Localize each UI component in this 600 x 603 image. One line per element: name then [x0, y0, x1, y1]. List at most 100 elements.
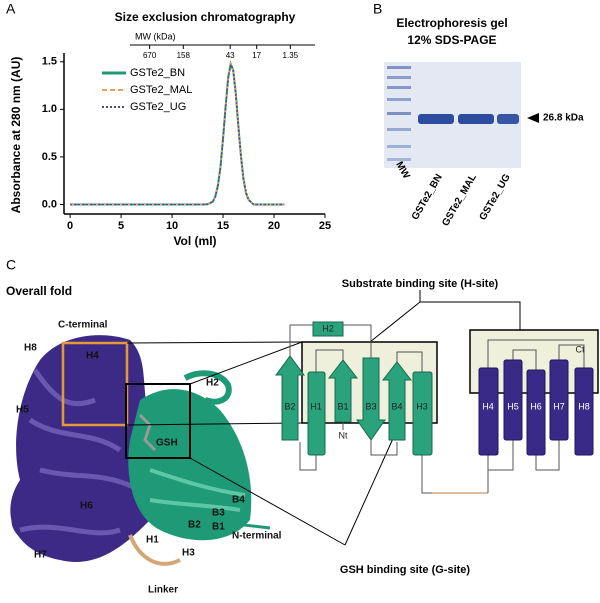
- loop: [343, 324, 372, 358]
- ladder-band: [387, 86, 411, 89]
- topology-label: H3: [416, 401, 428, 411]
- terminus-label: Nt: [339, 430, 348, 440]
- ladder-band: [387, 76, 411, 79]
- loop: [396, 351, 423, 372]
- y-tick-label: 0.5: [42, 151, 57, 163]
- x-tick-label: 20: [268, 220, 280, 232]
- topology-label: B1: [337, 401, 348, 411]
- mw-axis-label: MW (kDa): [135, 31, 176, 41]
- x-tick-label: 15: [217, 220, 229, 232]
- topology-label: H1: [310, 401, 322, 411]
- y-tick-label: 0.0: [42, 198, 57, 210]
- helix: [549, 359, 569, 441]
- mw-tick-label: 43: [226, 51, 235, 60]
- loop: [512, 349, 537, 370]
- protein-band: [458, 114, 494, 124]
- helix: [312, 321, 344, 337]
- structure-label: B1: [212, 522, 225, 533]
- legend-label: GSTe2_BN: [130, 67, 185, 79]
- connector: [126, 422, 303, 426]
- ladder-band: [387, 66, 411, 69]
- x-tick-label: 25: [319, 220, 331, 232]
- g-site-box: [125, 383, 191, 459]
- y-tick-label: 1.0: [42, 103, 57, 115]
- panel-label: C: [6, 257, 16, 273]
- topology-label: H8: [578, 401, 590, 411]
- panel-label: A: [6, 1, 16, 17]
- strand: [381, 361, 413, 441]
- topology-label: H7: [553, 401, 565, 411]
- structure-label: B2: [188, 520, 201, 531]
- terminus-label: Ct: [576, 344, 585, 354]
- connector: [189, 457, 346, 546]
- helix: [478, 367, 499, 456]
- protein-band: [418, 114, 454, 124]
- topology-label: H6: [530, 401, 542, 411]
- structure-label: H2: [206, 378, 219, 389]
- loop: [487, 339, 584, 368]
- structure-label: H5: [16, 405, 29, 416]
- x-axis-label: Vol (ml): [173, 234, 216, 248]
- h-site-label: Substrate binding site (H-site): [342, 278, 499, 290]
- mw-tick-label: 158: [177, 51, 191, 60]
- ladder-band: [387, 98, 411, 101]
- chart: 0.0 0.5 1.0 1.5 0 5 10 15 20 25 670 158 43 17 1.35 GSTe…: [42, 44, 331, 232]
- y-tick-label: 1.5: [42, 56, 57, 68]
- structure-label: N-terminal: [232, 531, 282, 542]
- helix: [307, 371, 326, 456]
- topology-label: B4: [391, 401, 402, 411]
- strand-highlight: [149, 468, 246, 512]
- protein-structure: [10, 335, 401, 566]
- connector: [126, 341, 303, 344]
- g-site-label: GSH binding site (G-site): [340, 564, 471, 576]
- structure-label: Linker: [148, 585, 178, 596]
- structure-label: GSH: [156, 438, 178, 449]
- x-tick-label: 10: [166, 220, 178, 232]
- ladder-band: [387, 112, 411, 115]
- legend-label: GSTe2_MAL: [130, 84, 192, 96]
- loop: [370, 440, 398, 456]
- topology-label: B2: [284, 401, 295, 411]
- protein-band: [497, 114, 519, 124]
- gel-title: 12% SDS-PAGE: [407, 33, 496, 47]
- structure-label: H4: [86, 351, 99, 362]
- gel-title: Electrophoresis gel: [396, 16, 507, 30]
- structure-label: H7: [34, 550, 47, 561]
- connector: [344, 422, 401, 546]
- mw-tick-label: 17: [252, 51, 261, 60]
- helix: [412, 371, 433, 456]
- helix: [526, 369, 546, 456]
- lane-label: GSTe2_UG: [478, 172, 513, 222]
- legend-label: GSTe2_UG: [130, 101, 186, 113]
- helix-h2: [183, 370, 232, 405]
- structure-label: H8: [24, 343, 37, 354]
- structure-label: H3: [182, 548, 195, 559]
- loop: [558, 344, 585, 368]
- gel: [384, 62, 539, 168]
- topology-label: H5: [507, 401, 519, 411]
- structure-title: Overall fold: [6, 284, 72, 298]
- helix: [574, 367, 594, 456]
- structure-label: H1: [146, 535, 159, 546]
- structure-label: C-terminal: [58, 320, 108, 331]
- ladder-band: [387, 128, 411, 131]
- strand: [275, 355, 305, 441]
- mw-tick-label: 1.35: [283, 51, 299, 60]
- connector: [189, 341, 303, 385]
- lane-label: GSTe2_BN: [410, 172, 445, 222]
- gsh-ligand: [138, 413, 157, 452]
- loop: [289, 324, 313, 362]
- topology-label: H2: [322, 323, 334, 333]
- structure-label: H6: [80, 501, 93, 512]
- topology-label: B3: [365, 401, 376, 411]
- loop: [315, 349, 344, 372]
- callout: [419, 290, 521, 330]
- structure-label: B3: [212, 508, 225, 519]
- ladder-band: [387, 158, 411, 161]
- c-domain: [10, 335, 162, 562]
- x-tick-label: 0: [67, 220, 73, 232]
- topology-label: H4: [482, 401, 494, 411]
- coil: [11, 503, 41, 547]
- structure-label: B4: [232, 495, 245, 506]
